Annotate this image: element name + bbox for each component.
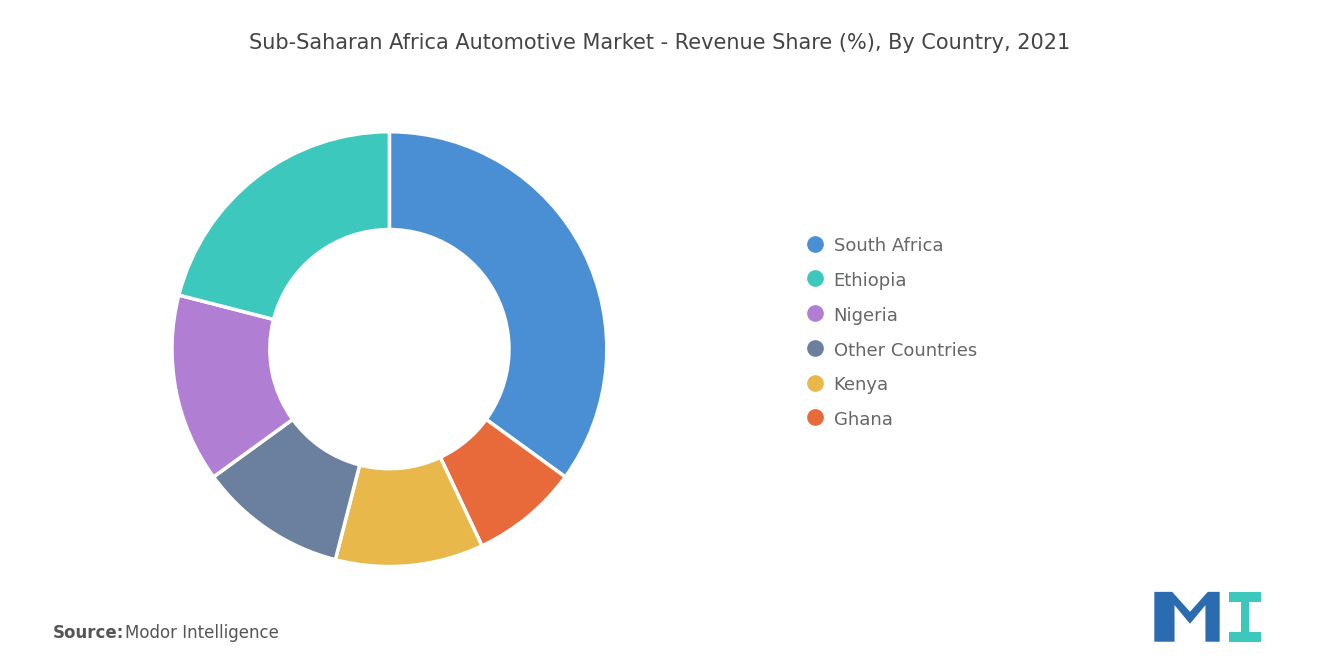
Wedge shape [389, 132, 607, 477]
Wedge shape [335, 458, 482, 567]
Polygon shape [1229, 592, 1262, 642]
Legend: South Africa, Ethiopia, Nigeria, Other Countries, Kenya, Ghana: South Africa, Ethiopia, Nigeria, Other C… [801, 227, 986, 438]
Wedge shape [178, 132, 389, 319]
Text: Sub-Saharan Africa Automotive Market - Revenue Share (%), By Country, 2021: Sub-Saharan Africa Automotive Market - R… [249, 33, 1071, 53]
Wedge shape [441, 420, 565, 546]
Text: Modor Intelligence: Modor Intelligence [125, 624, 280, 642]
Polygon shape [1154, 592, 1220, 642]
Wedge shape [172, 295, 293, 477]
Text: Source:: Source: [53, 624, 124, 642]
Wedge shape [214, 420, 359, 560]
